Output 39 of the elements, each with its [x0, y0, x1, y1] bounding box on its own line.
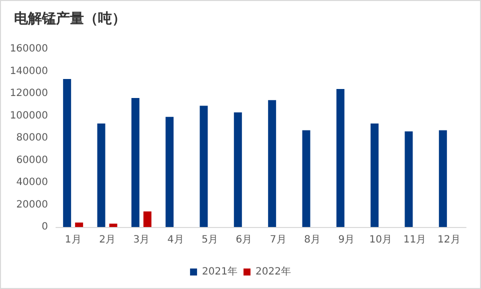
x-tick-label: 7月 [270, 234, 286, 246]
bar [166, 116, 174, 227]
x-tick-label: 10月 [369, 234, 392, 246]
bar [63, 79, 72, 227]
y-tick-label: 140000 [10, 66, 48, 77]
chart-title: 电解锰产量（吨） [14, 10, 126, 27]
bar [336, 89, 344, 227]
x-tick-label: 1月 [64, 234, 82, 246]
bar [404, 131, 413, 227]
legend-label: 2021年 [202, 266, 238, 278]
bar [268, 100, 276, 227]
x-tick-label: 2月 [99, 234, 116, 246]
bar [75, 222, 84, 227]
y-tick-label: 0 [42, 222, 48, 232]
legend-label: 2022年 [256, 266, 291, 278]
bar [370, 124, 379, 227]
bar [97, 124, 106, 227]
bar [143, 211, 152, 227]
y-tick-label: 100000 [10, 110, 48, 122]
x-tick-label: 6月 [236, 234, 252, 246]
y-tick-label: 160000 [10, 44, 48, 54]
y-tick-label: 60000 [16, 154, 48, 166]
bar [200, 106, 208, 227]
x-tick-label: 3月 [133, 234, 150, 246]
x-tick-label: 5月 [202, 234, 218, 246]
bar [131, 98, 140, 227]
bar [302, 130, 310, 227]
x-tick-label: 4月 [167, 234, 184, 246]
bar [109, 224, 118, 227]
y-tick-label: 40000 [16, 177, 48, 188]
y-tick-label: 80000 [16, 132, 48, 144]
bar [438, 130, 447, 227]
bar [234, 112, 242, 227]
x-tick-label: 9月 [338, 234, 355, 246]
x-tick-label: 8月 [304, 234, 320, 246]
x-tick-label: 12月 [438, 234, 460, 246]
x-tick-label: 11月 [403, 234, 426, 246]
y-tick-label: 20000 [16, 199, 48, 210]
y-tick-label: 120000 [10, 88, 48, 99]
